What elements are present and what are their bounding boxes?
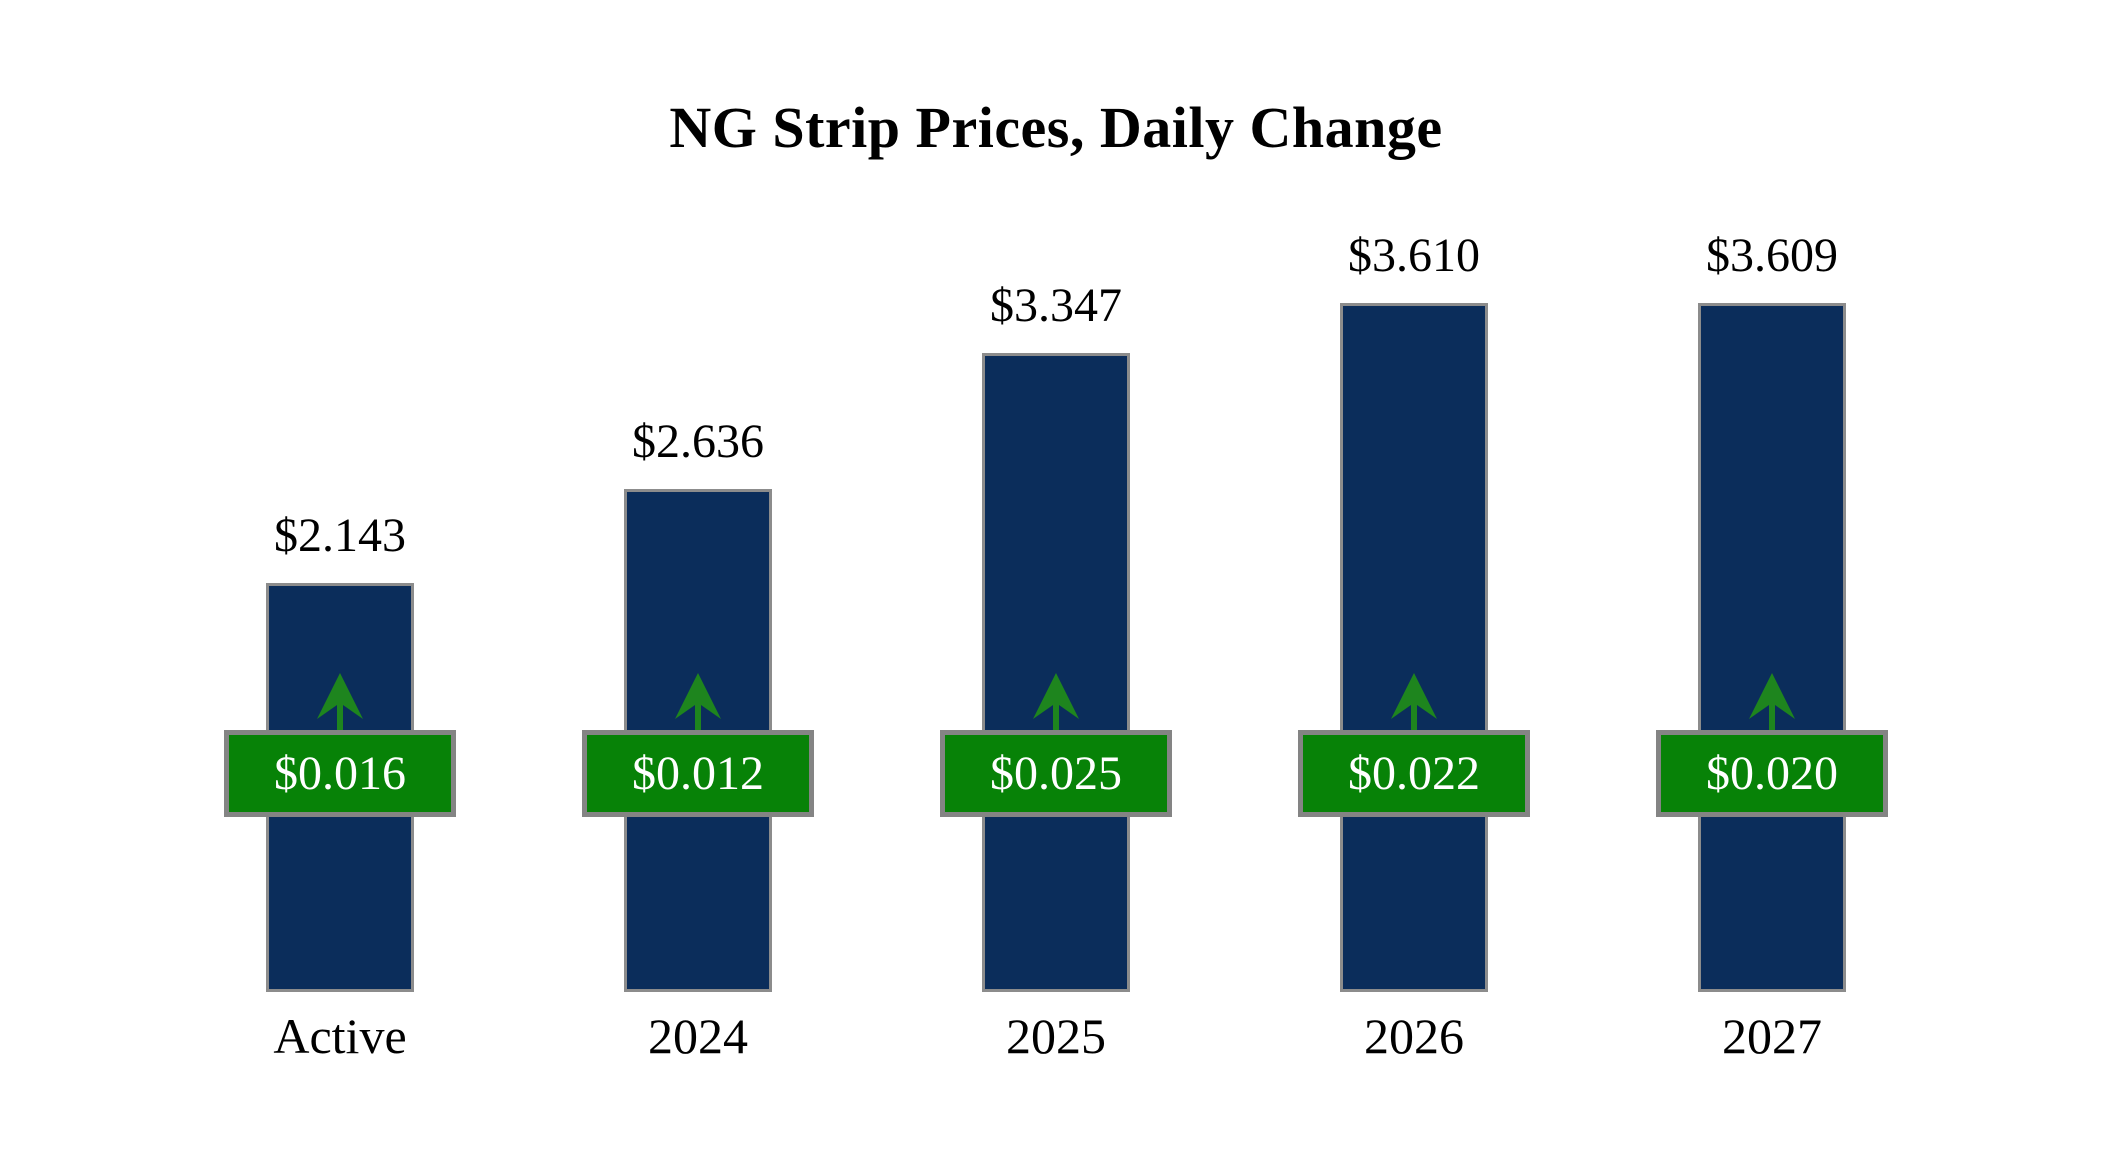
category-label: 2027 bbox=[1722, 1008, 1822, 1064]
bar-value-label: $3.609 bbox=[1706, 229, 1838, 282]
daily-change-value: $0.012 bbox=[632, 747, 764, 800]
daily-change-badge: $0.020 bbox=[1656, 730, 1888, 817]
bar-value-label: $3.610 bbox=[1348, 229, 1480, 282]
up-arrow-icon bbox=[317, 673, 363, 730]
daily-change-value: $0.016 bbox=[274, 747, 406, 800]
category-label: 2024 bbox=[648, 1008, 748, 1064]
category-label: 2026 bbox=[1364, 1008, 1464, 1064]
daily-change-badge: $0.022 bbox=[1298, 730, 1530, 817]
bar bbox=[624, 489, 772, 992]
bar-value-label: $2.143 bbox=[274, 509, 406, 562]
daily-change-badge: $0.012 bbox=[582, 730, 814, 817]
up-arrow-icon bbox=[1391, 673, 1437, 730]
bar bbox=[982, 353, 1130, 992]
bar-value-label: $3.347 bbox=[990, 279, 1122, 332]
daily-change-badge: $0.025 bbox=[940, 730, 1172, 817]
category-label: 2025 bbox=[1006, 1008, 1106, 1064]
daily-change-value: $0.022 bbox=[1348, 747, 1480, 800]
daily-change-value: $0.020 bbox=[1706, 747, 1838, 800]
up-arrow-icon bbox=[1749, 673, 1795, 730]
up-arrow-icon bbox=[1033, 673, 1079, 730]
bar bbox=[1698, 303, 1846, 992]
bar bbox=[1340, 303, 1488, 992]
bar bbox=[266, 583, 414, 992]
up-arrow-icon bbox=[675, 673, 721, 730]
daily-change-value: $0.025 bbox=[990, 747, 1122, 800]
daily-change-badge: $0.016 bbox=[224, 730, 456, 817]
bar-value-label: $2.636 bbox=[632, 415, 764, 468]
chart-title: NG Strip Prices, Daily Change bbox=[669, 95, 1443, 160]
category-label: Active bbox=[273, 1008, 407, 1064]
